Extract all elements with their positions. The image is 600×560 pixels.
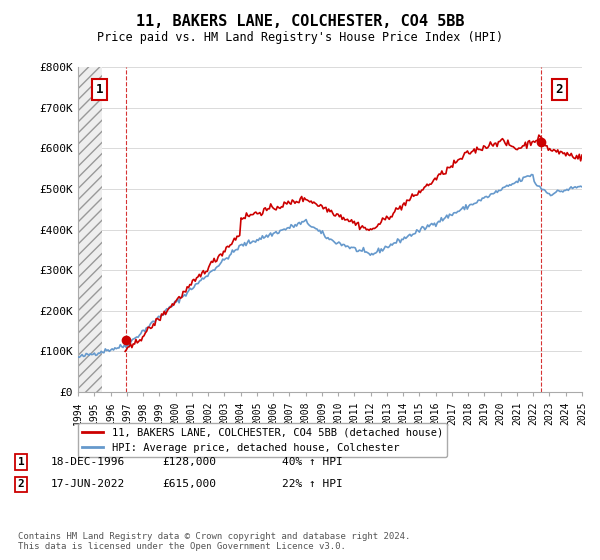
Text: 1: 1 [95, 83, 103, 96]
Text: Contains HM Land Registry data © Crown copyright and database right 2024.
This d: Contains HM Land Registry data © Crown c… [18, 532, 410, 552]
Text: £128,000: £128,000 [162, 457, 216, 467]
Text: 2: 2 [17, 479, 25, 489]
Text: 22% ↑ HPI: 22% ↑ HPI [282, 479, 343, 489]
Bar [78, 67, 103, 392]
Text: 1: 1 [17, 457, 25, 467]
Text: Price paid vs. HM Land Registry's House Price Index (HPI): Price paid vs. HM Land Registry's House … [97, 31, 503, 44]
Text: £615,000: £615,000 [162, 479, 216, 489]
Text: 11, BAKERS LANE, COLCHESTER, CO4 5BB: 11, BAKERS LANE, COLCHESTER, CO4 5BB [136, 14, 464, 29]
Text: 40% ↑ HPI: 40% ↑ HPI [282, 457, 343, 467]
Text: 2: 2 [556, 83, 563, 96]
Text: 18-DEC-1996: 18-DEC-1996 [51, 457, 125, 467]
Legend: 11, BAKERS LANE, COLCHESTER, CO4 5BB (detached house), HPI: Average price, detac: 11, BAKERS LANE, COLCHESTER, CO4 5BB (de… [78, 423, 447, 457]
Text: 17-JUN-2022: 17-JUN-2022 [51, 479, 125, 489]
